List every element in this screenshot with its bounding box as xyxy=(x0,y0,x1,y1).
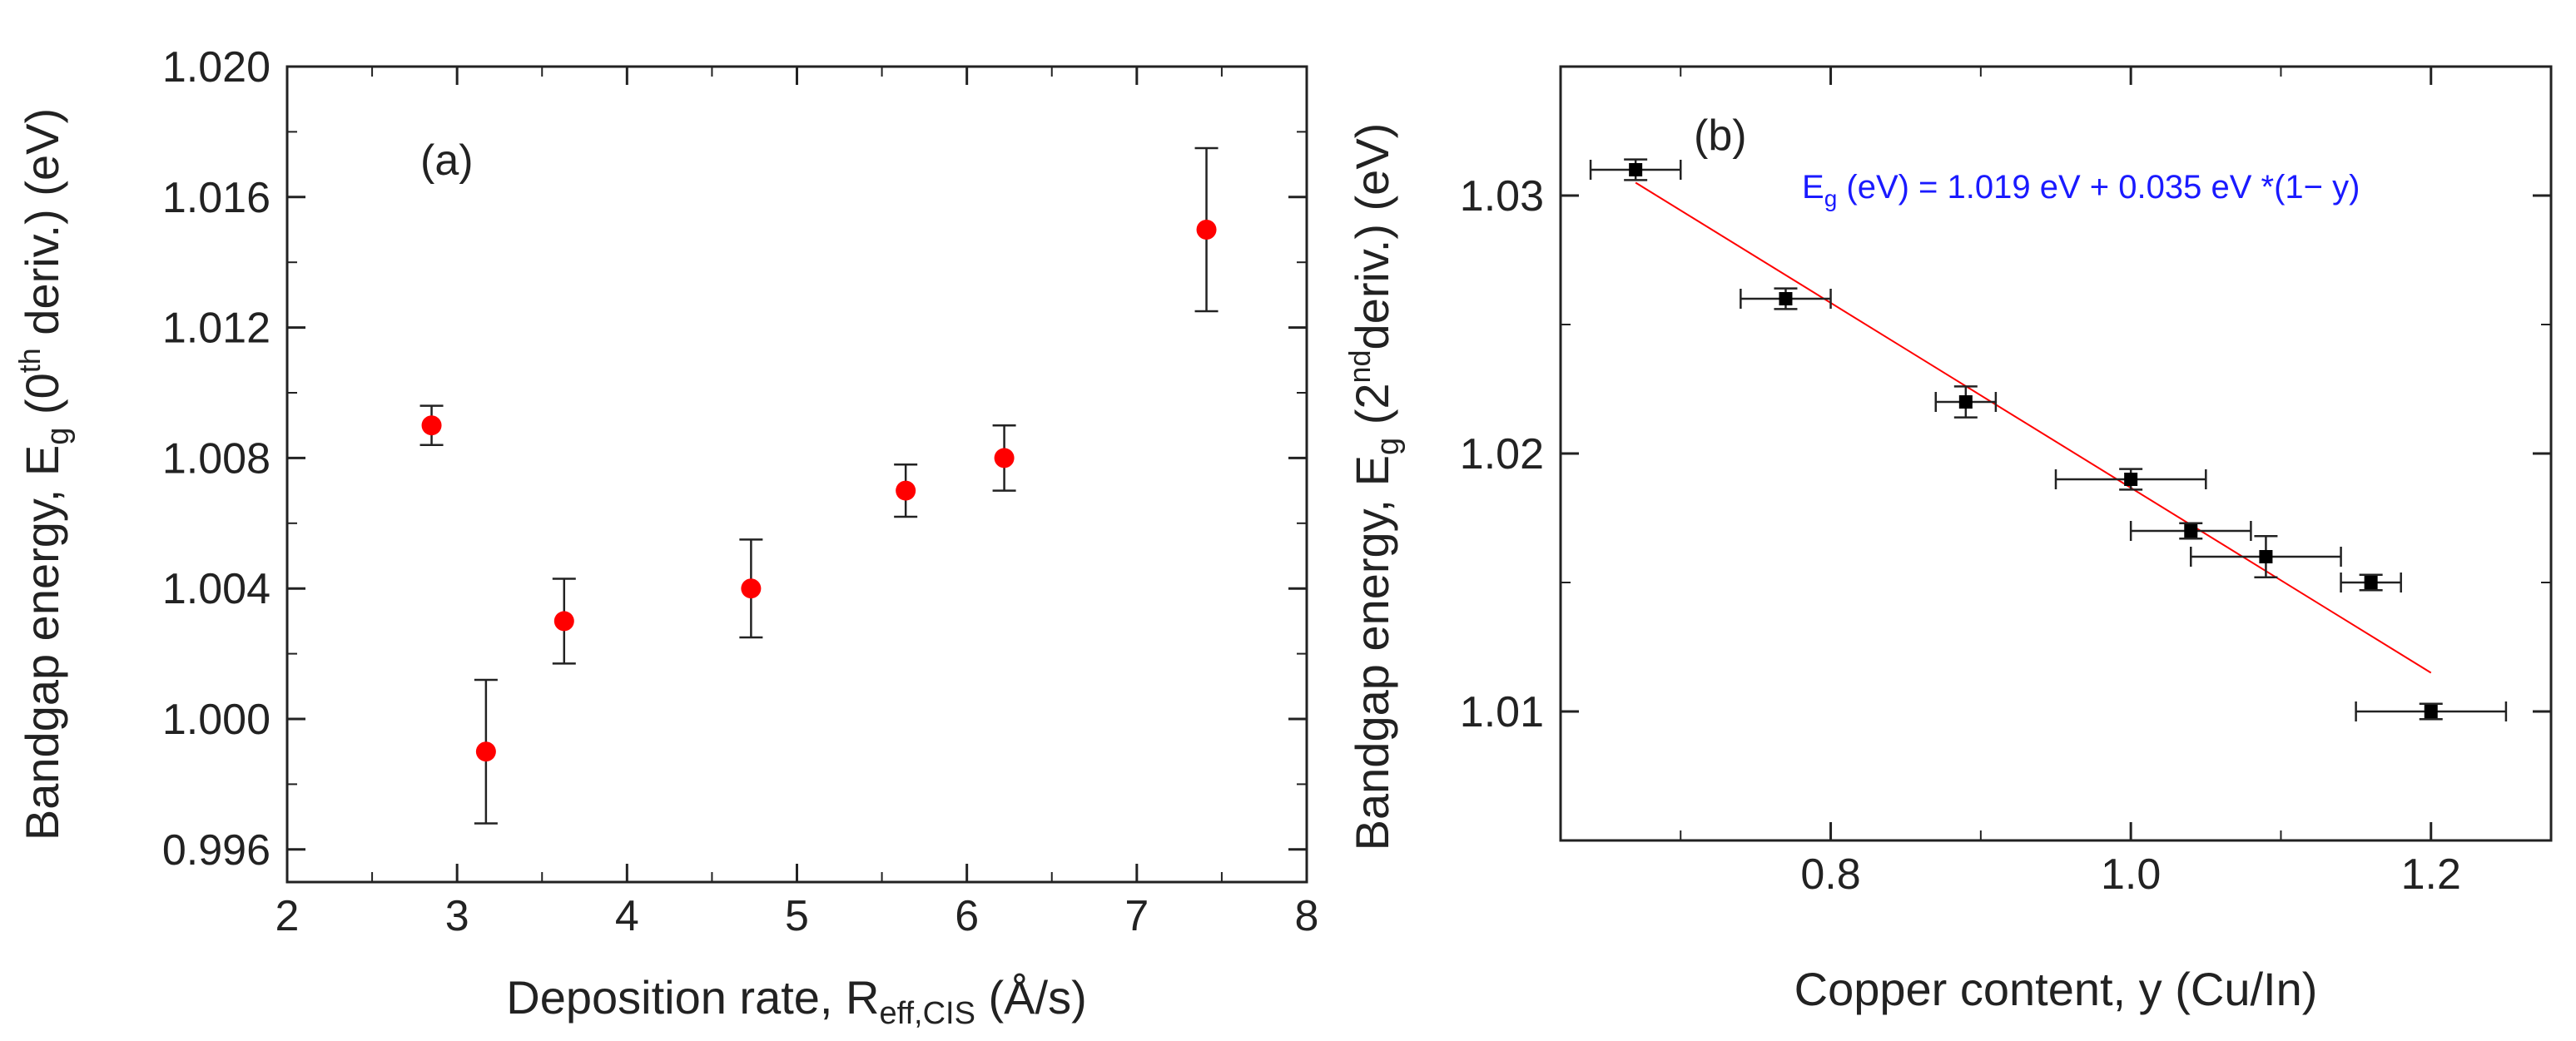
x-tick-label-a-4: 6 xyxy=(955,892,979,940)
x-tick-label-b-1: 1.0 xyxy=(2101,850,2161,899)
panel-a-xlabel-tail: (Å/s) xyxy=(975,971,1087,1024)
data-point-b-2 xyxy=(1934,385,1998,419)
panel-b-y-axis-title: Bandgap energy, Eg (2ndderiv.) (eV) xyxy=(1343,123,1406,851)
panel-b-ylabel-tail: deriv.) (eV) xyxy=(1346,123,1398,350)
panel-a-label: (a) xyxy=(420,136,474,185)
panel-a-x-axis-title: Deposition rate, Reff,CIS (Å/s) xyxy=(506,971,1086,1031)
x-tick-label-b-2: 1.2 xyxy=(2401,850,2461,899)
y-tick-label-b-1: 1.02 xyxy=(1460,430,1544,478)
data-point-a-5 xyxy=(992,424,1016,492)
panel-b-eq-sub: g xyxy=(1824,186,1838,211)
panel-b-xlabel-main: Copper content, y (Cu/In) xyxy=(1794,963,2318,1015)
panel-a-ylabel-main: Bandgap energy, E xyxy=(16,445,68,840)
y-tick-label-b-2: 1.03 xyxy=(1460,172,1544,221)
x-tick-label-a-0: 2 xyxy=(275,892,300,940)
marker-square xyxy=(1779,292,1793,305)
marker-square xyxy=(1958,395,1973,409)
marker-circle xyxy=(553,611,574,632)
marker-square xyxy=(2184,524,2198,538)
x-tick-label-b-0: 0.8 xyxy=(1800,850,1860,899)
data-point-a-2 xyxy=(552,578,576,665)
data-point-a-0 xyxy=(419,404,444,446)
marker-circle xyxy=(475,741,496,762)
panel-b-eq-tail: (eV) = 1.019 eV + 0.035 eV *(1− y) xyxy=(1837,169,2360,206)
y-tick-label-a-3: 1.008 xyxy=(162,434,271,483)
panel-b: 0.8 1.0 1.2 1.01 1.02 1.03 (b) Eg (eV) = 1.01… xyxy=(1343,65,2553,1015)
data-point-b-7 xyxy=(2355,701,2508,721)
marker-circle xyxy=(896,480,916,501)
data-point-a-3 xyxy=(739,538,763,639)
data-point-b-5 xyxy=(2190,534,2342,579)
y-tick-label-b-0: 1.01 xyxy=(1460,688,1544,736)
marker-circle xyxy=(1196,220,1217,240)
x-tick-label-a-2: 4 xyxy=(615,892,639,940)
marker-circle xyxy=(741,578,762,599)
marker-square xyxy=(2124,473,2138,486)
y-tick-label-a-1: 1.000 xyxy=(162,696,271,744)
y-tick-label-a-2: 1.004 xyxy=(162,565,271,613)
panel-a-xlabel-main: Deposition rate, R xyxy=(506,971,879,1024)
marker-circle xyxy=(421,415,442,436)
panel-b-ylabel-mid: (2 xyxy=(1346,384,1398,438)
panel-b-label: (b) xyxy=(1694,112,1747,160)
panel-b-ylabel-main: Bandgap energy, E xyxy=(1346,455,1398,850)
panel-a-ylabel-tail: deriv.) (eV) xyxy=(16,108,68,348)
data-point-a-4 xyxy=(894,463,918,518)
y-tick-label-a-0: 0.996 xyxy=(162,826,271,875)
marker-square xyxy=(2424,705,2438,718)
panel-a-frame xyxy=(285,65,1308,884)
data-point-a-1 xyxy=(474,678,498,825)
data-point-b-3 xyxy=(2054,468,2207,491)
panel-a-xlabel-sub: eff,CIS xyxy=(879,996,975,1031)
panel-b-x-axis-title: Copper content, y (Cu/In) xyxy=(1794,963,2318,1015)
marker-square xyxy=(2364,576,2378,589)
panel-b-ylabel-sup: nd xyxy=(1343,349,1377,383)
data-point-b-0 xyxy=(1589,158,1682,181)
panel-a-y-axis-title: Bandgap energy, Eg (0th deriv.) (eV) xyxy=(12,108,76,840)
y-tick-label-a-4: 1.012 xyxy=(162,305,271,353)
data-point-a-6 xyxy=(1194,146,1219,313)
x-tick-label-a-6: 8 xyxy=(1295,892,1319,940)
panel-b-fit-equation: Eg (eV) = 1.019 eV + 0.035 eV *(1− y) xyxy=(1802,169,2360,211)
panel-b-ylabel-sub: g xyxy=(1371,438,1406,455)
marker-square xyxy=(1629,163,1643,176)
y-tick-label-a-5: 1.016 xyxy=(162,174,271,222)
panel-a-ylabel-mid: (0 xyxy=(16,373,68,427)
panel-a-ylabel-sub: g xyxy=(41,428,76,445)
marker-circle xyxy=(994,448,1015,468)
data-point-b-6 xyxy=(2340,573,2402,592)
x-tick-label-a-1: 3 xyxy=(445,892,469,940)
data-point-b-1 xyxy=(1740,287,1832,310)
y-tick-label-a-6: 1.020 xyxy=(162,43,271,92)
data-point-b-4 xyxy=(2129,521,2252,541)
panel-b-eq-main: E xyxy=(1802,169,1824,206)
panel-a-ylabel-sup: th xyxy=(12,348,47,373)
fit-line-b xyxy=(1635,181,2432,674)
marker-square xyxy=(2259,550,2273,563)
panel-a: 2 3 4 5 6 7 8 0.996 1.000 1.004 1.008 1.012 1.016 1.0… xyxy=(12,43,1318,1031)
x-tick-label-a-5: 7 xyxy=(1124,892,1149,940)
x-tick-label-a-3: 5 xyxy=(785,892,809,940)
